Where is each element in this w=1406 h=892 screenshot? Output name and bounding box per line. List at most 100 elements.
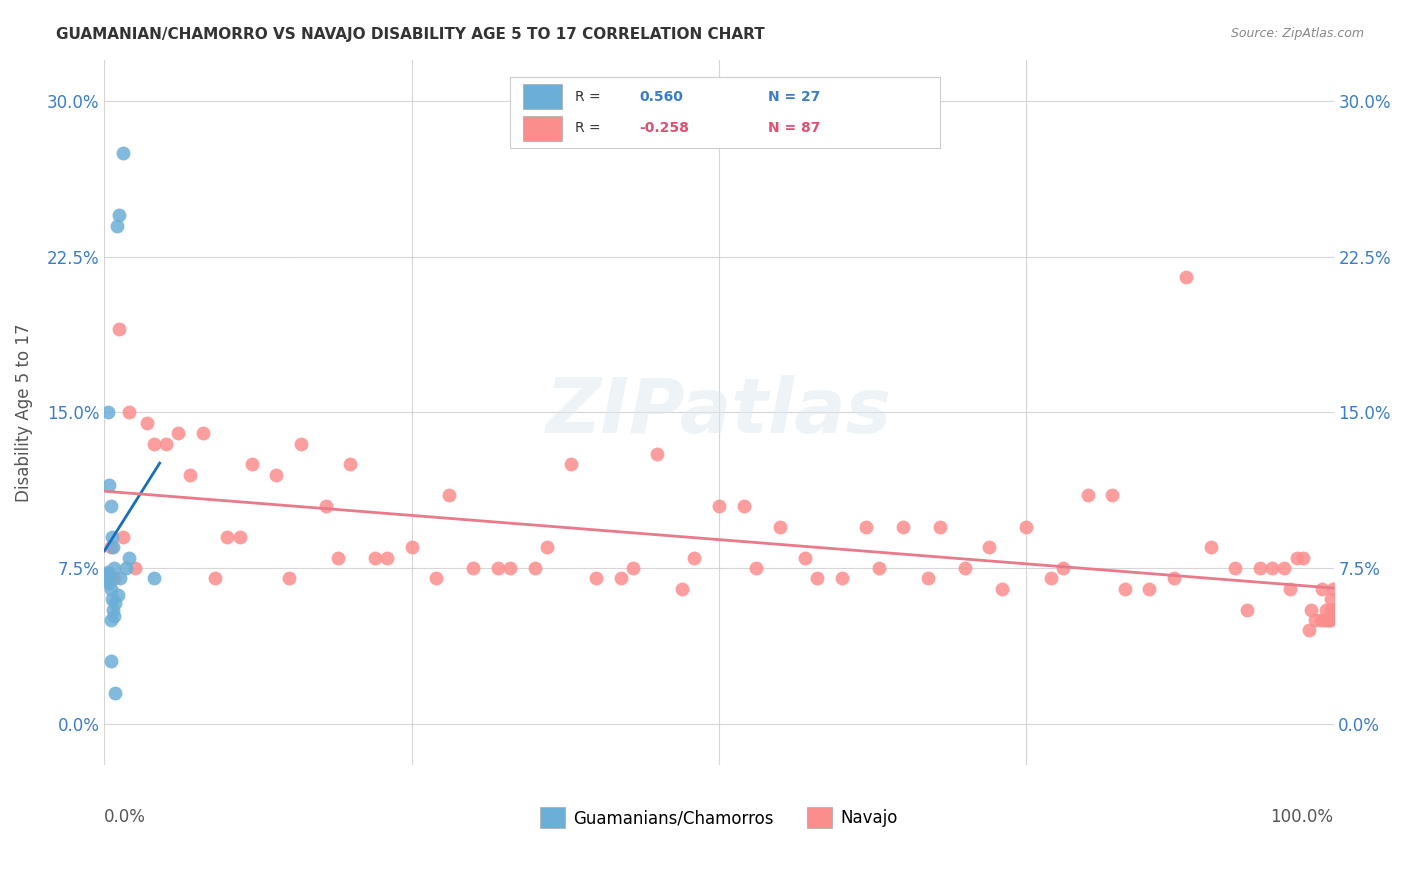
Point bbox=[486, 561, 509, 575]
Text: 100.0%: 100.0% bbox=[1271, 807, 1333, 825]
Point bbox=[103, 561, 125, 575]
Point bbox=[1052, 561, 1074, 575]
Point bbox=[1310, 613, 1333, 627]
Point bbox=[240, 457, 263, 471]
Point bbox=[136, 416, 159, 430]
Point bbox=[1015, 519, 1038, 533]
Point bbox=[101, 602, 124, 616]
Text: GUAMANIAN/CHAMORRO VS NAVAJO DISABILITY AGE 5 TO 17 CORRELATION CHART: GUAMANIAN/CHAMORRO VS NAVAJO DISABILITY … bbox=[56, 27, 765, 42]
Text: ZIPatlas: ZIPatlas bbox=[546, 376, 891, 450]
Point bbox=[115, 561, 138, 575]
Point bbox=[339, 457, 361, 471]
Point bbox=[979, 541, 1001, 555]
Point bbox=[683, 550, 706, 565]
Point bbox=[1298, 624, 1320, 638]
Point bbox=[217, 530, 239, 544]
Point bbox=[108, 208, 131, 222]
Point bbox=[523, 561, 546, 575]
Point bbox=[103, 571, 125, 585]
Point bbox=[105, 219, 128, 233]
Point bbox=[1312, 613, 1334, 627]
Point bbox=[1249, 561, 1271, 575]
Legend: Guamanians/Chamorros, Navajo: Guamanians/Chamorros, Navajo bbox=[533, 801, 904, 834]
Point bbox=[794, 550, 817, 565]
Point bbox=[1039, 571, 1062, 585]
Point bbox=[1322, 602, 1344, 616]
Point bbox=[100, 582, 122, 596]
Point bbox=[609, 571, 631, 585]
Y-axis label: Disability Age 5 to 17: Disability Age 5 to 17 bbox=[15, 323, 32, 501]
Point bbox=[806, 571, 828, 585]
Point bbox=[155, 436, 177, 450]
Point bbox=[1316, 613, 1339, 627]
Point bbox=[110, 571, 132, 585]
Point bbox=[1175, 270, 1198, 285]
Point bbox=[1303, 613, 1326, 627]
Point bbox=[1101, 488, 1123, 502]
Point bbox=[100, 613, 122, 627]
Point bbox=[167, 426, 190, 441]
Point bbox=[100, 499, 122, 513]
Point bbox=[1322, 602, 1344, 616]
Point bbox=[745, 561, 768, 575]
Point bbox=[375, 550, 398, 565]
Point bbox=[111, 146, 134, 161]
Point bbox=[1319, 613, 1341, 627]
Point bbox=[98, 575, 121, 590]
Point bbox=[1315, 602, 1337, 616]
Point bbox=[1225, 561, 1247, 575]
Point bbox=[103, 608, 125, 623]
Point bbox=[290, 436, 312, 450]
Point bbox=[98, 478, 121, 492]
Point bbox=[707, 499, 730, 513]
Point bbox=[101, 541, 124, 555]
Text: Source: ZipAtlas.com: Source: ZipAtlas.com bbox=[1230, 27, 1364, 40]
Point bbox=[100, 655, 122, 669]
Point bbox=[98, 569, 121, 583]
Point bbox=[1292, 550, 1315, 565]
Point bbox=[1077, 488, 1099, 502]
Point bbox=[124, 561, 146, 575]
Point bbox=[142, 571, 165, 585]
Point bbox=[1114, 582, 1136, 596]
Point bbox=[118, 550, 141, 565]
Point bbox=[1279, 582, 1302, 596]
Point bbox=[1317, 613, 1340, 627]
Point bbox=[266, 467, 288, 482]
Point bbox=[536, 541, 558, 555]
Point bbox=[326, 550, 349, 565]
Point bbox=[96, 571, 118, 585]
Point bbox=[1312, 582, 1334, 596]
Point bbox=[990, 582, 1012, 596]
Point bbox=[142, 436, 165, 450]
Point bbox=[585, 571, 607, 585]
Point bbox=[461, 561, 484, 575]
Point bbox=[107, 588, 129, 602]
Point bbox=[1236, 602, 1258, 616]
Point bbox=[100, 592, 122, 607]
Point bbox=[769, 519, 792, 533]
Point bbox=[831, 571, 853, 585]
Point bbox=[499, 561, 522, 575]
Point bbox=[179, 467, 201, 482]
Point bbox=[97, 405, 120, 419]
Point bbox=[1301, 602, 1323, 616]
Point bbox=[437, 488, 460, 502]
Point bbox=[929, 519, 952, 533]
Point bbox=[100, 530, 122, 544]
Point bbox=[1261, 561, 1284, 575]
Point bbox=[315, 499, 337, 513]
Point bbox=[1163, 571, 1185, 585]
Point bbox=[1285, 550, 1308, 565]
Point bbox=[108, 322, 131, 336]
Point bbox=[621, 561, 644, 575]
Point bbox=[1199, 541, 1222, 555]
Text: 0.0%: 0.0% bbox=[104, 807, 146, 825]
Point bbox=[104, 685, 127, 699]
Point bbox=[191, 426, 214, 441]
Point bbox=[100, 541, 122, 555]
Point bbox=[647, 447, 669, 461]
Point bbox=[118, 405, 141, 419]
Point bbox=[1137, 582, 1160, 596]
Point bbox=[560, 457, 582, 471]
